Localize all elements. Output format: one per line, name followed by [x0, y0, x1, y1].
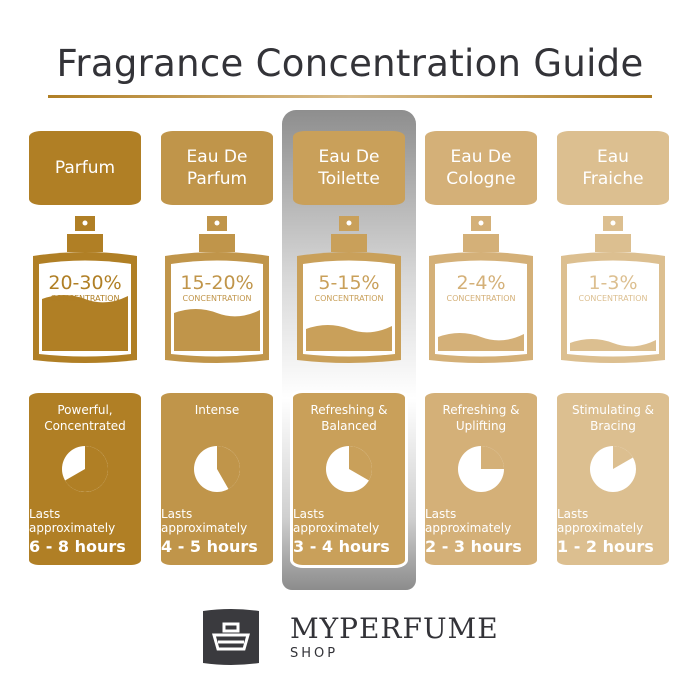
type-name-line2: Cologne: [446, 169, 516, 189]
concentration-value: 2-4%: [456, 272, 506, 294]
type-name-line1: Eau De: [318, 147, 380, 167]
lasts-label: Lasts approximately: [161, 507, 248, 535]
concentration-value: 1-3%: [588, 272, 638, 294]
clock-pie-icon: [326, 446, 372, 492]
character-description: Refreshing & Uplifting: [442, 403, 520, 433]
liquid-level: [306, 325, 392, 351]
character-description: Intense: [194, 403, 240, 417]
liquid-level: [174, 309, 260, 351]
fragrance-column: Eau Fraiche 1-3% CONCENTRATION Stimulati…: [557, 0, 669, 700]
concentration-value: 5-15%: [318, 272, 380, 294]
duration-value: 6 - 8 hours: [29, 537, 126, 556]
brand-name: MYPERFUME: [290, 612, 499, 645]
character-description: Stimulating & Bracing: [571, 403, 655, 433]
type-header: Eau De Parfum: [161, 131, 273, 205]
bottle-icon: [429, 216, 533, 363]
lasts-label: Lasts approximately: [557, 507, 644, 535]
longevity-card: Refreshing & Uplifting: [425, 393, 537, 565]
type-name-line1: Eau De: [450, 147, 512, 167]
bottle-icon: [165, 216, 269, 363]
bottle-icon: [33, 216, 137, 363]
concentration-value: 20-30%: [48, 272, 122, 294]
type-name-line1: Eau De: [186, 147, 248, 167]
fragrance-column: Eau De Cologne 2-4% CONCENTRATION Refres…: [425, 0, 537, 700]
liquid-level: [42, 295, 128, 351]
liquid-level: [570, 339, 656, 351]
concentration-value: 15-20%: [180, 272, 254, 294]
clock-pie-icon: [590, 446, 636, 492]
type-name-line1: Parfum: [54, 158, 116, 178]
type-name-line1: Eau: [597, 147, 629, 167]
pie-slice: [613, 446, 633, 469]
type-header: Parfum: [29, 131, 141, 205]
bottle-icon: [297, 216, 401, 363]
concentration-label: CONCENTRATION: [182, 294, 252, 303]
concentration-label: CONCENTRATION: [446, 294, 516, 303]
character-description: Powerful, Concentrated: [44, 403, 126, 433]
pie-slice: [481, 446, 504, 469]
duration-value: 4 - 5 hours: [161, 537, 258, 556]
liquid-level: [438, 333, 524, 351]
type-name-line2: Toilette: [318, 169, 380, 189]
concentration-label: CONCENTRATION: [314, 294, 384, 303]
pie-slice: [349, 446, 372, 481]
type-header: Eau De Toilette: [293, 131, 405, 205]
fragrance-column: Eau De Toilette 5-15% CONCENTRATION Refr…: [293, 0, 405, 700]
pie-slice: [217, 446, 240, 489]
character-description: Refreshing & Balanced: [310, 403, 388, 433]
bottle-icon: [561, 216, 665, 363]
type-header: Eau De Cologne: [425, 131, 537, 205]
lasts-label: Lasts approximately: [425, 507, 512, 535]
brand-subtitle: SHOP: [290, 646, 339, 661]
type-header: Eau Fraiche: [557, 131, 669, 205]
lasts-label: Lasts approximately: [293, 507, 380, 535]
duration-value: 2 - 3 hours: [425, 537, 522, 556]
clock-pie-icon: [62, 446, 108, 492]
pie-slice: [65, 446, 108, 492]
type-name-line2: Parfum: [186, 169, 248, 189]
fragrance-column: Eau De Parfum 15-20% CONCENTRATION Inten…: [161, 0, 273, 700]
brand-logo-icon: [203, 609, 259, 665]
fragrance-column: Parfum 20-30% CONCENTRATION Powerful, Co…: [29, 0, 141, 700]
type-name-line2: Fraiche: [582, 169, 644, 189]
clock-pie-icon: [194, 446, 240, 492]
clock-pie-icon: [458, 446, 504, 492]
concentration-label: CONCENTRATION: [578, 294, 648, 303]
title-divider: [48, 95, 652, 98]
duration-value: 3 - 4 hours: [293, 537, 390, 556]
concentration-label: CONCENTRATION: [50, 294, 120, 303]
duration-value: 1 - 2 hours: [557, 537, 654, 556]
lasts-label: Lasts approximately: [29, 507, 116, 535]
page-title: Fragrance Concentration Guide: [56, 42, 644, 85]
